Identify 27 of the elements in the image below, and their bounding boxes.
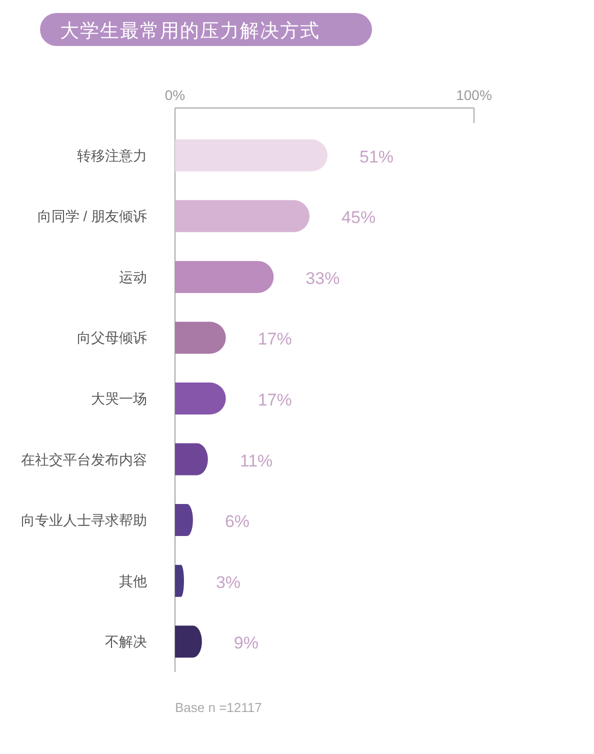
- y-tick-label: 转移注意力: [77, 147, 147, 164]
- data-label: 51%: [359, 147, 394, 166]
- bar: [175, 382, 226, 414]
- data-label: 11%: [240, 451, 273, 470]
- data-label: 6%: [224, 512, 250, 532]
- bar: [175, 260, 274, 293]
- data-label: 45%: [342, 208, 376, 228]
- y-tick-label: 向同学 / 朋友倾诉: [37, 208, 147, 224]
- y-tick-label: 大哭一场: [91, 390, 147, 406]
- bar: [175, 322, 226, 354]
- y-tick-label: 向专业人士寻求帮助: [21, 512, 147, 528]
- text: Base n =12117: [175, 700, 262, 715]
- bar: [175, 139, 328, 172]
- data-label: 17%: [258, 390, 292, 410]
- x-tick-label: 100%: [456, 87, 492, 103]
- y-tick-label: 在社交平台发布内容: [21, 451, 147, 468]
- bar: [175, 200, 310, 232]
- data-label: 33%: [306, 268, 340, 288]
- data-label: 17%: [258, 330, 292, 349]
- x-tick-label: 0%: [164, 87, 186, 103]
- y-tick-label: 其他: [119, 572, 147, 589]
- y-tick-label: 向父母倾诉: [77, 330, 147, 346]
- data-label: 9%: [234, 634, 258, 653]
- y-tick-label: 运动: [119, 268, 147, 285]
- chart-title: 大学生最常用的压力解决方式: [60, 20, 320, 42]
- y-tick-label: 不解决: [105, 634, 147, 650]
- data-label: 3%: [216, 572, 241, 592]
